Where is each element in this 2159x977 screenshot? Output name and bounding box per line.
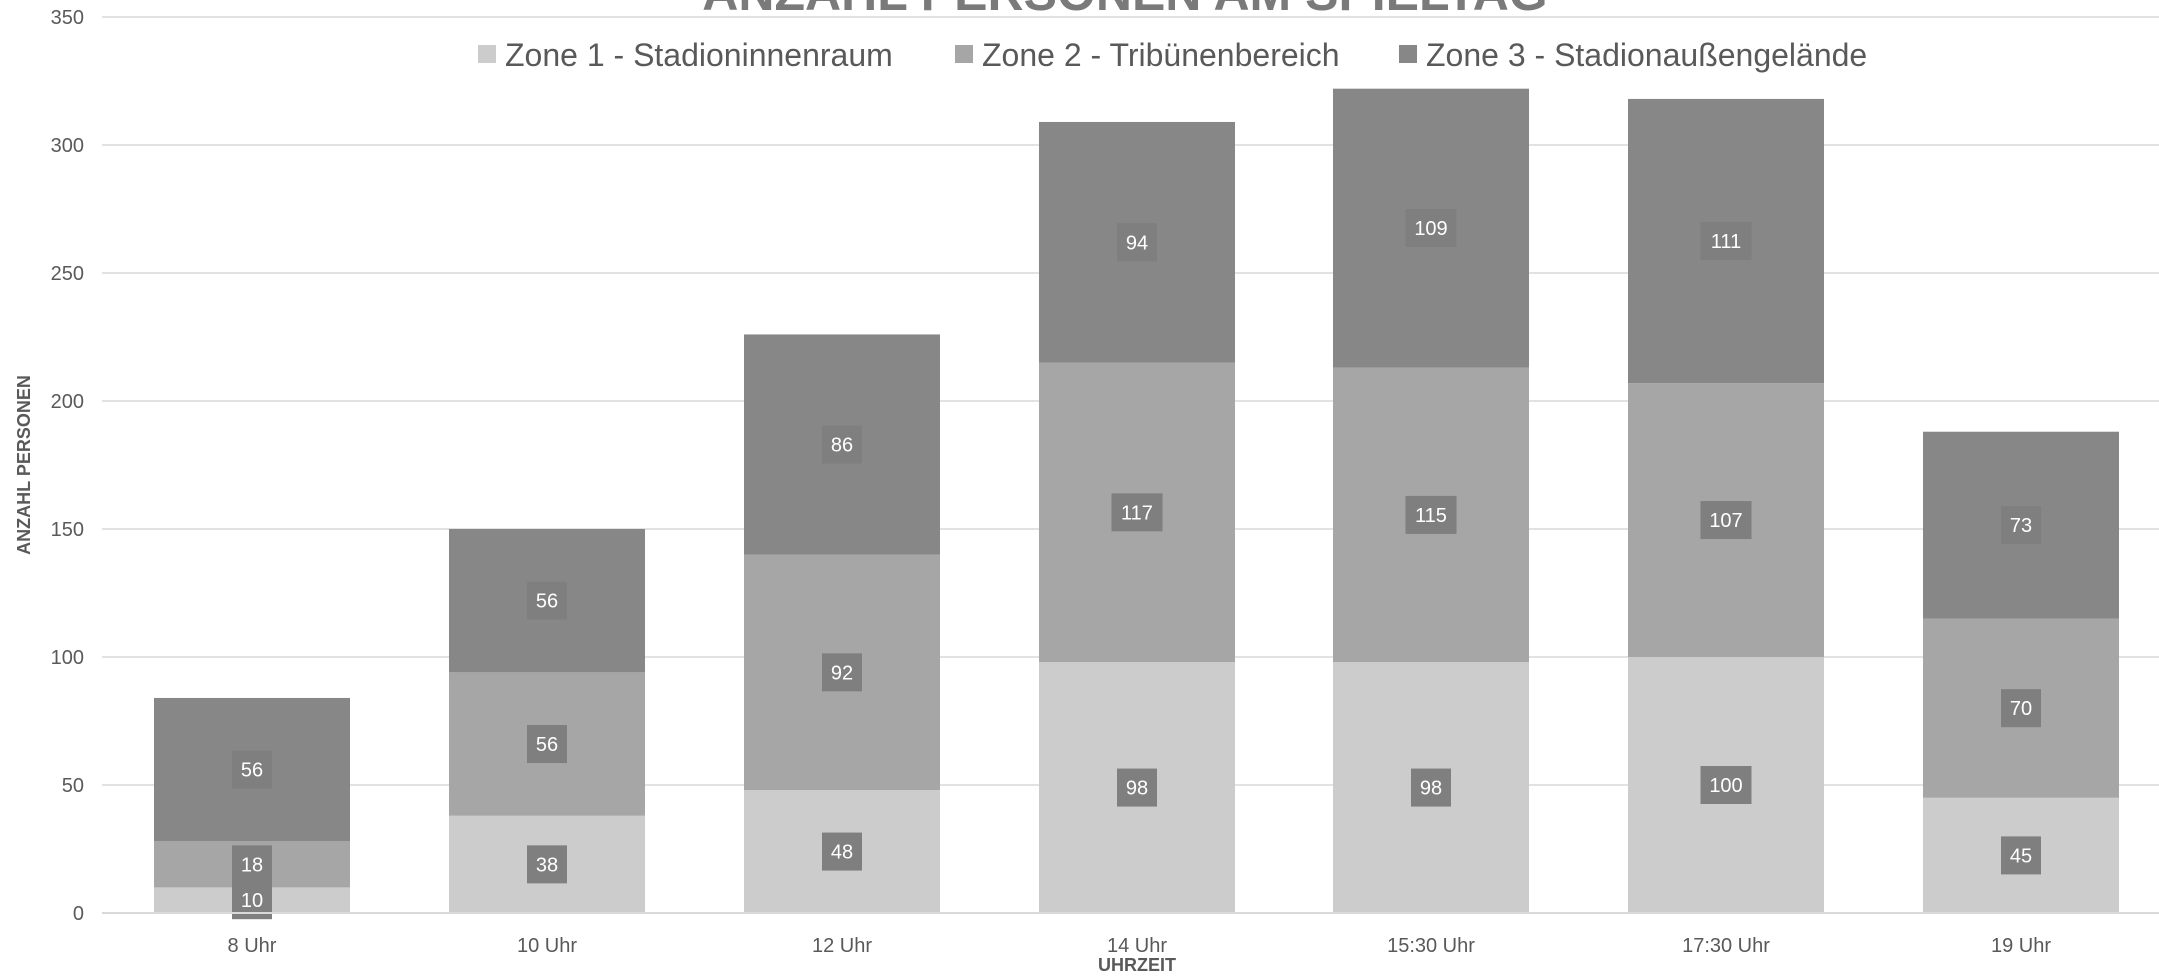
data-label-box xyxy=(2001,836,2041,875)
x-tick-label: 12 Uhr xyxy=(812,935,872,957)
y-tick-100: 100 xyxy=(51,647,84,669)
data-label: 56 xyxy=(536,734,558,756)
x-axis-ticks: 8 Uhr 10 Uhr 12 Uhr 14 Uhr 15:30 Uhr 17:30 Uh… xyxy=(228,935,2052,957)
data-label: 115 xyxy=(1415,505,1447,527)
data-label-box xyxy=(527,845,567,884)
legend-swatch-1 xyxy=(478,45,496,63)
legend-swatch-3 xyxy=(1399,45,1417,63)
data-label: 70 xyxy=(2010,698,2032,720)
chart-title: ANZAHL PERSONEN AM SPIELTAG xyxy=(702,0,1547,21)
y-tick-150: 150 xyxy=(51,519,84,541)
data-label-box xyxy=(232,845,272,884)
legend-label-2: Zone 2 - Tribünenbereich xyxy=(982,37,1340,73)
x-tick-label: 15:30 Uhr xyxy=(1387,935,1475,957)
y-tick-300: 300 xyxy=(51,135,84,157)
data-label-box xyxy=(232,750,272,789)
x-tick-label: 8 Uhr xyxy=(228,935,277,957)
y-tick-250: 250 xyxy=(51,263,84,285)
data-label-box xyxy=(1117,223,1157,262)
x-tick-label: 10 Uhr xyxy=(517,935,577,957)
data-label: 73 xyxy=(2010,515,2032,537)
y-axis-ticks: 0 50 100 150 200 250 300 350 xyxy=(51,7,84,925)
x-tick-label: 17:30 Uhr xyxy=(1682,935,1770,957)
data-labels: 10 18 56 38 56 56 48 92 86 98 117 94 98 115 109 100 107 1… xyxy=(232,209,2041,920)
data-label: 98 xyxy=(1420,778,1442,800)
y-tick-200: 200 xyxy=(51,391,84,413)
data-label: 98 xyxy=(1126,778,1148,800)
y-tick-50: 50 xyxy=(62,775,84,797)
data-label: 94 xyxy=(1126,232,1148,254)
data-label-box xyxy=(1700,766,1752,804)
y-tick-350: 350 xyxy=(51,7,84,29)
data-label: 86 xyxy=(831,435,853,457)
data-label: 100 xyxy=(1709,775,1742,797)
x-tick-label: 14 Uhr xyxy=(1107,935,1167,957)
data-label-box xyxy=(822,832,862,871)
data-label-box xyxy=(822,425,862,464)
legend-label-1: Zone 1 - Stadioninnenraum xyxy=(505,37,893,73)
data-label-box xyxy=(1111,493,1163,532)
data-label-box xyxy=(822,653,862,692)
y-axis-title: ANZAHL PERSONEN xyxy=(14,375,34,555)
data-label-box xyxy=(1700,222,1752,260)
data-label: 56 xyxy=(536,591,558,613)
data-label: 117 xyxy=(1121,502,1153,524)
data-label-box xyxy=(1405,209,1457,248)
y-tick-0: 0 xyxy=(73,903,84,925)
data-label: 92 xyxy=(831,662,853,684)
data-label: 109 xyxy=(1414,218,1447,240)
data-label-box xyxy=(2001,689,2041,728)
data-label: 48 xyxy=(831,842,853,864)
data-label-box xyxy=(1411,768,1451,807)
data-label-box xyxy=(527,725,567,764)
data-label-box xyxy=(2001,506,2041,545)
data-label: 111 xyxy=(1711,231,1741,253)
data-label-box xyxy=(527,581,567,620)
data-label-box xyxy=(1405,495,1457,534)
data-label: 45 xyxy=(2010,845,2032,867)
data-label: 56 xyxy=(241,760,263,782)
data-label-box xyxy=(1700,501,1752,540)
x-axis-title: UHRZEIT xyxy=(1098,955,1176,975)
data-label: 107 xyxy=(1709,510,1742,532)
data-label: 18 xyxy=(241,854,263,876)
data-label: 10 xyxy=(241,890,263,912)
legend-label-3: Zone 3 - Stadionaußengelände xyxy=(1426,37,1867,73)
data-label-box xyxy=(1117,768,1157,807)
x-tick-label: 19 Uhr xyxy=(1991,935,2051,957)
legend-swatch-2 xyxy=(955,45,973,63)
legend: Zone 1 - Stadioninnenraum Zone 2 - Tribün… xyxy=(478,37,1867,73)
data-label: 38 xyxy=(536,854,558,876)
